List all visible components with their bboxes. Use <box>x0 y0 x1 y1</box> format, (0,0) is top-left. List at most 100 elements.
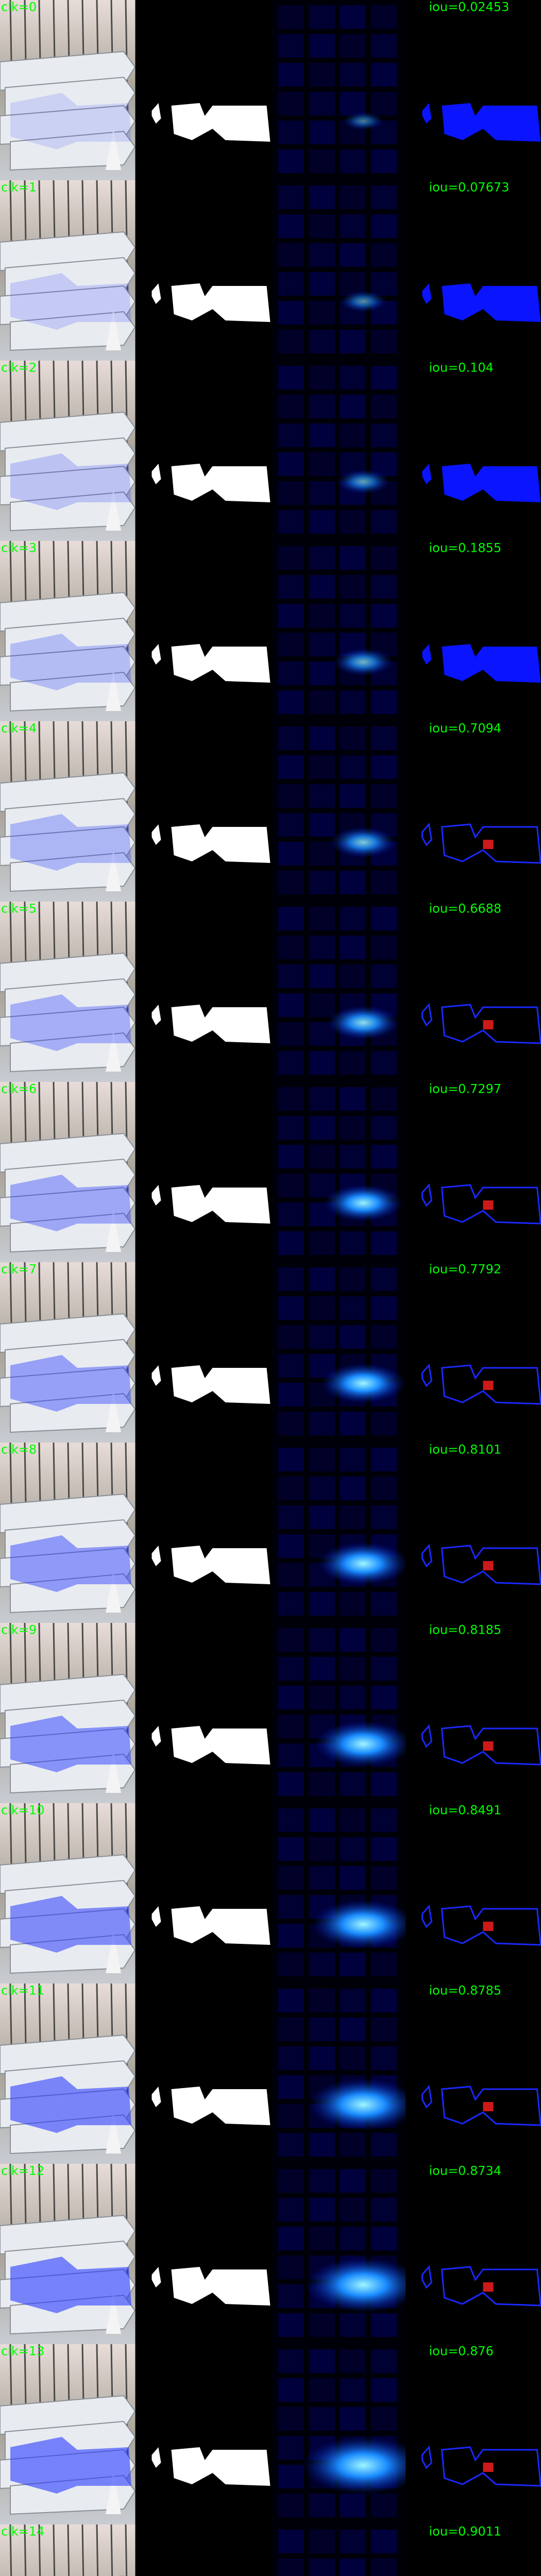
clk-label: clk=11 <box>1 1984 44 1998</box>
clk-label: clk=10 <box>1 1803 44 1818</box>
cone <box>106 1030 121 1072</box>
heat-cell <box>309 1628 335 1652</box>
heat-cell <box>278 121 304 144</box>
heat-cell <box>371 1657 397 1681</box>
mask <box>151 464 270 502</box>
heat-cell <box>340 1087 366 1111</box>
row: clk=11 iou=0.8785 <box>0 1984 541 2164</box>
overlay <box>10 1535 131 1592</box>
clk-label: clk=5 <box>1 902 37 916</box>
heat-cell <box>278 1924 304 1947</box>
pred-bg <box>405 1262 541 1443</box>
heat-cell <box>309 149 335 173</box>
clk-label: clk=1 <box>1 180 37 195</box>
heat-cell <box>278 1354 304 1378</box>
heat-cell <box>340 1267 366 1291</box>
heat-cell <box>340 214 366 238</box>
heat-cell <box>278 481 304 505</box>
cone <box>106 670 121 711</box>
heat-cell <box>278 63 304 87</box>
heat-cell <box>278 395 304 418</box>
heat-cell <box>309 1505 335 1529</box>
heat-cell <box>309 936 335 959</box>
heat-cell <box>340 726 366 750</box>
heat-blob <box>333 648 393 676</box>
row: clk=12 iou=0.8734 <box>0 2164 541 2344</box>
heat-cell <box>278 185 304 209</box>
heat-cell <box>278 214 304 238</box>
heat-cell <box>278 243 304 267</box>
heat-cell <box>278 1325 304 1349</box>
heat-cell <box>309 395 335 418</box>
heat-cell <box>340 546 366 570</box>
mast <box>125 2524 128 2576</box>
heat-cell <box>371 1477 397 1500</box>
clk-label: clk=9 <box>1 1623 37 1637</box>
mask <box>151 2087 270 2125</box>
heat-cell <box>340 1505 366 1529</box>
heat-cell <box>340 1477 366 1500</box>
pred-bg <box>405 541 541 721</box>
heat-cell <box>309 1866 335 1890</box>
heat-blob <box>324 1184 402 1222</box>
heat-cell <box>371 2349 397 2373</box>
heat-cell <box>309 34 335 58</box>
mask <box>151 103 270 142</box>
mask <box>151 1185 270 1224</box>
heat-cell <box>371 604 397 628</box>
heat-cell <box>309 2407 335 2431</box>
heat-cell <box>278 1592 304 1616</box>
heat-cell <box>309 2198 335 2222</box>
heat-cell <box>371 2133 397 2157</box>
heat-cell <box>371 1145 397 1168</box>
pred-bg <box>405 1443 541 1623</box>
boat <box>10 311 136 351</box>
heat-cell <box>309 993 335 1017</box>
heat-cell <box>309 1808 335 1832</box>
overlay <box>10 634 131 690</box>
heat-cell <box>340 63 366 87</box>
heat-cell <box>340 243 366 267</box>
heat-cell <box>340 34 366 58</box>
heat-cell <box>340 1866 366 1890</box>
heat-cell <box>371 5 397 29</box>
mask-bg <box>135 180 270 361</box>
mask-bg <box>135 2164 270 2344</box>
heat-cell <box>278 1895 304 1919</box>
pred-bg <box>405 1803 541 1984</box>
mask-bg <box>135 2524 270 2576</box>
heat-cell <box>278 2104 304 2128</box>
heat-cell <box>309 842 335 866</box>
mask-bg <box>135 1984 270 2164</box>
heat-blob <box>306 2257 421 2313</box>
heat-cell <box>278 272 304 296</box>
heat-cell <box>278 92 304 115</box>
heat-cell <box>278 2046 304 2070</box>
heat-cell <box>278 2133 304 2157</box>
heat-cell <box>278 2018 304 2041</box>
heat-cell <box>309 423 335 447</box>
heat-cell <box>340 2558 366 2576</box>
heat-cell <box>309 2349 335 2373</box>
error-region <box>483 1561 494 1570</box>
heat-cell <box>309 452 335 476</box>
heat-cell <box>309 604 335 628</box>
heat-cell <box>340 1808 366 1832</box>
heat-cell <box>309 510 335 534</box>
heat-cell <box>340 2018 366 2041</box>
heat-cell <box>371 243 397 267</box>
heat-cell <box>371 2530 397 2553</box>
heat-cell <box>371 936 397 959</box>
mast <box>81 2524 84 2576</box>
pred-bg <box>405 0 541 180</box>
mask-bg <box>135 721 270 902</box>
heat-cell <box>278 1657 304 1681</box>
heat-cell <box>278 2227 304 2250</box>
heat-cell <box>309 1837 335 1861</box>
heat-cell <box>278 964 304 988</box>
row: clk=13 iou=0.876 <box>0 2344 541 2524</box>
heat-cell <box>340 423 366 447</box>
heat-cell <box>371 34 397 58</box>
clk-label: clk=2 <box>1 361 37 375</box>
mask-bg <box>135 1262 270 1443</box>
